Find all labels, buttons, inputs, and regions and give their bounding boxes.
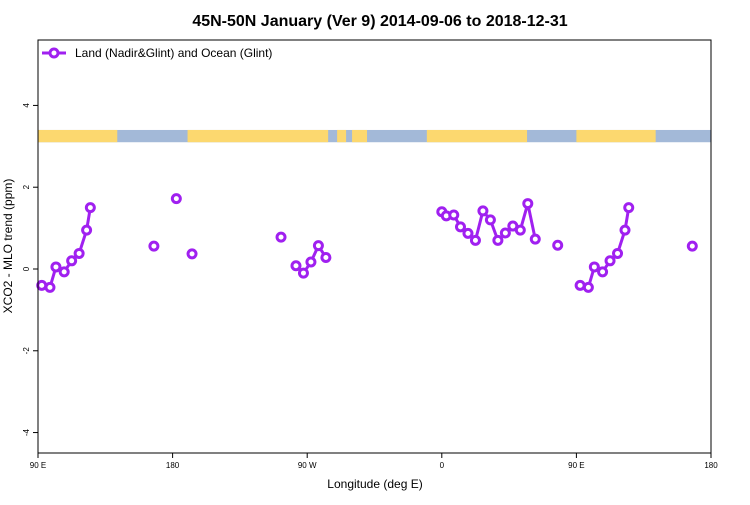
land-ocean-band: [38, 129, 711, 143]
y-tick-label: 4: [22, 103, 31, 108]
land-band-segment: [187, 129, 329, 143]
data-point: [469, 234, 481, 246]
data-point: [84, 202, 96, 214]
x-tick-label: 90 W: [298, 461, 317, 470]
data-point: [320, 252, 332, 264]
data-point: [50, 261, 62, 273]
data-point: [552, 239, 564, 251]
data-point: [477, 205, 489, 217]
series-layer: [36, 193, 698, 293]
y-tick-label: -4: [22, 428, 31, 436]
data-point: [597, 266, 609, 278]
land-band-segment: [352, 129, 368, 143]
x-tick-label: 180: [704, 461, 718, 470]
data-point: [448, 209, 460, 221]
data-point: [612, 247, 624, 259]
y-axis: -4 -2 0 2 4: [22, 103, 38, 436]
data-point: [58, 266, 70, 278]
x-tick-label: 180: [166, 461, 180, 470]
data-point: [582, 281, 594, 293]
data-point: [297, 267, 309, 279]
data-point: [66, 255, 78, 267]
data-point: [588, 261, 600, 273]
legend-swatch-marker: [48, 47, 60, 59]
data-point: [522, 198, 534, 210]
x-tick-label: 0: [440, 461, 445, 470]
land-band-segment: [337, 129, 347, 143]
data-point: [623, 202, 635, 214]
data-point: [499, 227, 511, 239]
data-point: [619, 224, 631, 236]
y-tick-label: -2: [22, 347, 31, 355]
plot-frame: [37, 39, 712, 454]
x-tick-label: 90 E: [30, 461, 46, 470]
data-point: [484, 214, 496, 226]
data-point: [170, 193, 182, 205]
legend: Land (Nadir&Glint) and Ocean (Glint): [42, 46, 272, 60]
data-point: [44, 281, 56, 293]
data-point: [529, 233, 541, 245]
data-point: [73, 247, 85, 259]
legend-label: Land (Nadir&Glint) and Ocean (Glint): [75, 46, 272, 60]
x-tick-label: 90 E: [568, 461, 584, 470]
land-band-segment: [38, 129, 118, 143]
data-point: [462, 227, 474, 239]
data-point: [81, 224, 93, 236]
data-point: [186, 248, 198, 260]
data-point: [305, 256, 317, 268]
data-point: [686, 240, 698, 252]
y-tick-label: 2: [22, 184, 31, 189]
data-point: [275, 231, 287, 243]
y-axis-label: XCO2 - MLO trend (ppm): [1, 179, 15, 314]
data-point: [312, 240, 324, 252]
y-tick-label: 0: [22, 266, 31, 271]
data-point: [604, 255, 616, 267]
land-band-segment: [576, 129, 656, 143]
x-axis-label: Longitude (deg E): [327, 477, 422, 491]
data-point: [514, 224, 526, 236]
data-point: [290, 260, 302, 272]
land-band-segment: [426, 129, 528, 143]
chart-title: 45N-50N January (Ver 9) 2014-09-06 to 20…: [192, 13, 567, 30]
data-point: [492, 234, 504, 246]
data-point: [148, 240, 160, 252]
data-point: [454, 221, 466, 233]
x-axis: 90 E 180 90 W 0 90 E 180: [30, 453, 718, 470]
